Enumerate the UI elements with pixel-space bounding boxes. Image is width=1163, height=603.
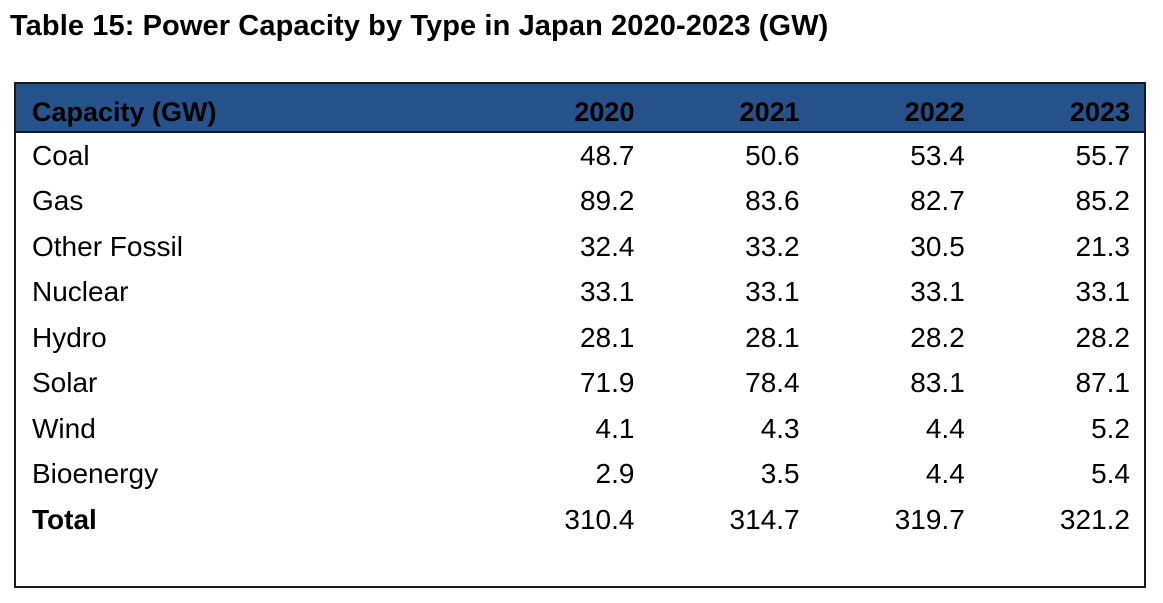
total-label: Total (32, 503, 97, 535)
header-year-2021: 2021 (648, 84, 814, 133)
cell-value: 83.6 (745, 185, 800, 217)
cell-value: 33.1 (1075, 276, 1131, 308)
cell-value: 21.3 (1075, 230, 1131, 262)
header-year-2020: 2020 (483, 84, 649, 133)
row-label: Bioenergy (32, 458, 159, 490)
table-row: Bioenergy 2.9 3.5 4.4 5.4 (16, 452, 1144, 498)
cell-value: 82.7 (910, 185, 965, 217)
table-row: Nuclear 33.1 33.1 33.1 33.1 (16, 270, 1144, 316)
total-row: Total 310.4 314.7 319.7 321.2 (16, 497, 1144, 543)
cell-value: 50.6 (745, 139, 800, 171)
cell-value: 28.1 (579, 321, 635, 353)
cell-value: 28.2 (1075, 321, 1131, 353)
cell-value: 78.4 (745, 367, 800, 399)
cell-value: 33.1 (910, 276, 965, 308)
row-label: Coal (32, 139, 90, 171)
cell-value: 85.2 (1075, 185, 1131, 217)
table-row: Gas 89.2 83.6 82.7 85.2 (16, 179, 1144, 225)
cell-value: 89.2 (579, 185, 635, 217)
table-row: Other Fossil 32.4 33.2 30.5 21.3 (16, 224, 1144, 270)
cell-value: 28.1 (745, 321, 800, 353)
table-header-row: Capacity (GW) 2020 2021 2022 2023 (16, 84, 1144, 133)
capacity-table-frame: Capacity (GW) 2020 2021 2022 2023 Coal 4… (14, 82, 1146, 588)
total-value: 319.7 (894, 503, 965, 535)
total-value: 314.7 (729, 503, 800, 535)
table-row: Coal 48.7 50.6 53.4 55.7 (16, 132, 1144, 179)
cell-value: 33.1 (579, 276, 635, 308)
header-capacity: Capacity (GW) (16, 84, 484, 133)
cell-value: 53.4 (910, 139, 965, 171)
cell-value: 87.1 (1075, 367, 1131, 399)
cell-value: 5.4 (1091, 458, 1130, 490)
cell-value: 33.2 (745, 230, 800, 262)
cell-value: 28.2 (910, 321, 965, 353)
row-label: Wind (32, 412, 96, 444)
cell-value: 48.7 (579, 139, 635, 171)
table-body: Coal 48.7 50.6 53.4 55.7 Gas 89.2 83.6 8… (16, 132, 1144, 543)
row-label: Hydro (32, 321, 107, 353)
row-label: Nuclear (32, 276, 129, 308)
cell-value: 55.7 (1075, 139, 1131, 171)
cell-value: 5.2 (1091, 412, 1130, 444)
cell-value: 4.1 (595, 412, 635, 444)
row-label: Gas (32, 185, 84, 217)
table-row: Solar 71.9 78.4 83.1 87.1 (16, 361, 1144, 407)
row-label: Solar (32, 367, 98, 399)
cell-value: 3.5 (760, 458, 800, 490)
header-year-2022: 2022 (813, 84, 979, 133)
cell-value: 83.1 (910, 367, 965, 399)
cell-value: 30.5 (910, 230, 965, 262)
cell-value: 71.9 (579, 367, 635, 399)
capacity-table: Capacity (GW) 2020 2021 2022 2023 Coal 4… (16, 84, 1144, 543)
row-label: Other Fossil (32, 230, 183, 262)
cell-value: 4.3 (760, 412, 800, 444)
table-row: Hydro 28.1 28.1 28.2 28.2 (16, 315, 1144, 361)
cell-value: 2.9 (595, 458, 635, 490)
total-value: 310.4 (564, 503, 635, 535)
cell-value: 32.4 (579, 230, 635, 262)
cell-value: 33.1 (745, 276, 800, 308)
table-title: Table 15: Power Capacity by Type in Japa… (10, 10, 829, 42)
total-value: 321.2 (1059, 503, 1130, 535)
header-year-2023: 2023 (978, 84, 1144, 133)
cell-value: 4.4 (925, 412, 965, 444)
cell-value: 4.4 (925, 458, 965, 490)
table-row: Wind 4.1 4.3 4.4 5.2 (16, 406, 1144, 452)
